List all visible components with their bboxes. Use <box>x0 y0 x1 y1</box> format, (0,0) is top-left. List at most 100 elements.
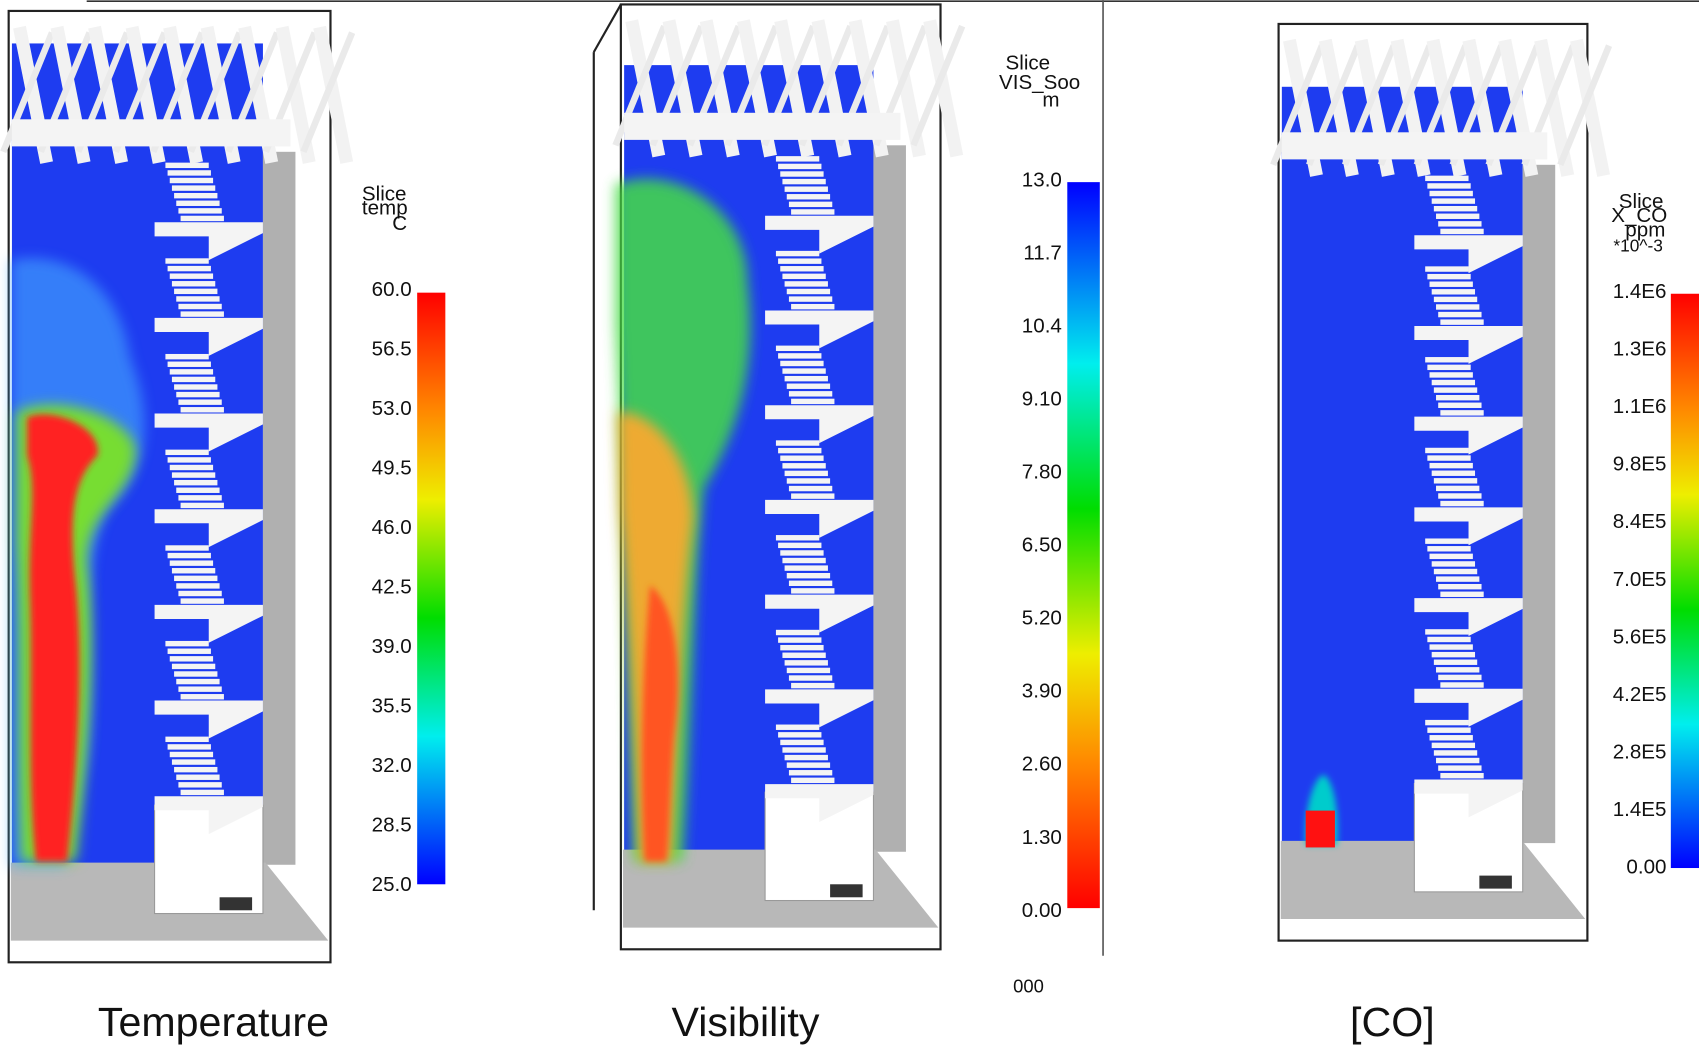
colorbar <box>1671 294 1699 868</box>
stair-step <box>1434 297 1477 302</box>
tick-label: 5.20 <box>1022 607 1062 630</box>
roof-beam <box>624 113 900 140</box>
stair-step <box>168 457 211 462</box>
stair-step <box>174 384 217 389</box>
stair-step <box>1436 576 1479 581</box>
stair-step <box>181 694 224 699</box>
roof-beam <box>12 119 290 146</box>
stair-step <box>787 762 830 767</box>
stair-step <box>1436 667 1479 672</box>
stair-step <box>165 258 208 263</box>
stair-step <box>787 289 830 294</box>
stair-step <box>776 251 819 256</box>
stair-step <box>165 354 208 359</box>
tick-label: 32.0 <box>372 754 412 777</box>
stair-step <box>1438 675 1481 680</box>
stair-step <box>1440 501 1483 506</box>
tick-label: 9.8E5 <box>1613 453 1667 476</box>
stair-step <box>1430 463 1473 468</box>
caption: [CO] <box>1350 999 1435 1045</box>
stair-step <box>181 598 224 603</box>
tick-label: 13.0 <box>1022 168 1062 191</box>
stair-step <box>789 296 832 301</box>
stair-step <box>172 568 215 573</box>
tick-label: 4.2E5 <box>1613 683 1667 706</box>
legend-title: VIS_Soo <box>999 71 1080 94</box>
stair-step <box>1434 750 1477 755</box>
stair-step <box>1427 183 1470 188</box>
stair-step <box>780 740 823 745</box>
stair-step <box>1438 403 1481 408</box>
stair-step <box>1436 486 1479 491</box>
stair-step <box>1430 644 1473 649</box>
stair-step <box>1427 637 1470 642</box>
stair-step <box>178 591 221 596</box>
stair-step <box>791 683 834 688</box>
stair-step <box>176 679 219 684</box>
stair-step <box>780 456 823 461</box>
stair-step <box>1425 720 1468 725</box>
stair-step <box>1434 478 1477 483</box>
tick-label: 35.5 <box>372 694 412 717</box>
stair-step <box>778 448 821 453</box>
stair-step <box>1425 266 1468 271</box>
stair-step <box>787 384 830 389</box>
stair-step <box>172 472 215 477</box>
stair-step <box>170 369 213 374</box>
stair-step <box>1438 584 1481 589</box>
stair-step <box>782 747 825 752</box>
stair-step <box>172 185 215 190</box>
tick-label: 56.5 <box>372 337 412 360</box>
stair-step <box>1432 380 1475 385</box>
colorbar <box>1067 182 1100 908</box>
stair-step <box>778 637 821 642</box>
tick-label: 6.50 <box>1022 534 1062 557</box>
stair-step <box>776 535 819 540</box>
tick-label: 8.4E5 <box>1613 510 1667 533</box>
stair-step <box>778 258 821 263</box>
wall <box>1523 165 1556 843</box>
tick-label: 1.30 <box>1022 826 1062 849</box>
stair-step <box>181 311 224 316</box>
tick-label: 11.7 <box>1023 242 1062 265</box>
stair-step <box>1436 214 1479 219</box>
stair-step <box>778 353 821 358</box>
tick-label: 5.6E5 <box>1613 625 1667 648</box>
stair-step <box>176 775 219 780</box>
tick-label: 9.10 <box>1022 388 1062 411</box>
stair-step <box>1440 773 1483 778</box>
stair-step <box>782 558 825 563</box>
stair-step <box>789 770 832 775</box>
stair-step <box>1425 538 1468 543</box>
colorbar <box>417 293 445 885</box>
stair-step <box>1430 554 1473 559</box>
stair-step <box>174 767 217 772</box>
stair-step <box>172 664 215 669</box>
door <box>1479 876 1512 889</box>
stair-step <box>785 471 828 476</box>
stair-step <box>1440 682 1483 687</box>
stair-step <box>165 163 208 168</box>
stair-step <box>1432 652 1475 657</box>
stair-step <box>785 281 828 286</box>
stair-step <box>174 576 217 581</box>
stair-step <box>174 671 217 676</box>
cut-off-label: 000 <box>1013 976 1044 997</box>
stair-step <box>1432 471 1475 476</box>
co-source <box>1306 811 1335 848</box>
stair-step <box>778 164 821 169</box>
stair-step <box>1436 304 1479 309</box>
stair-step <box>789 581 832 586</box>
stair-step <box>1427 274 1470 279</box>
stair-step <box>174 289 217 294</box>
legend-title: m <box>1042 88 1059 111</box>
stair-step <box>1438 221 1481 226</box>
tick-label: 42.5 <box>372 575 412 598</box>
stair-step <box>170 656 213 661</box>
stair-step <box>165 737 208 742</box>
stair-step <box>787 668 830 673</box>
tick-label: 1.1E6 <box>1613 395 1667 418</box>
stair-step <box>789 486 832 491</box>
stair-step <box>780 266 823 271</box>
stair-step <box>1434 387 1477 392</box>
